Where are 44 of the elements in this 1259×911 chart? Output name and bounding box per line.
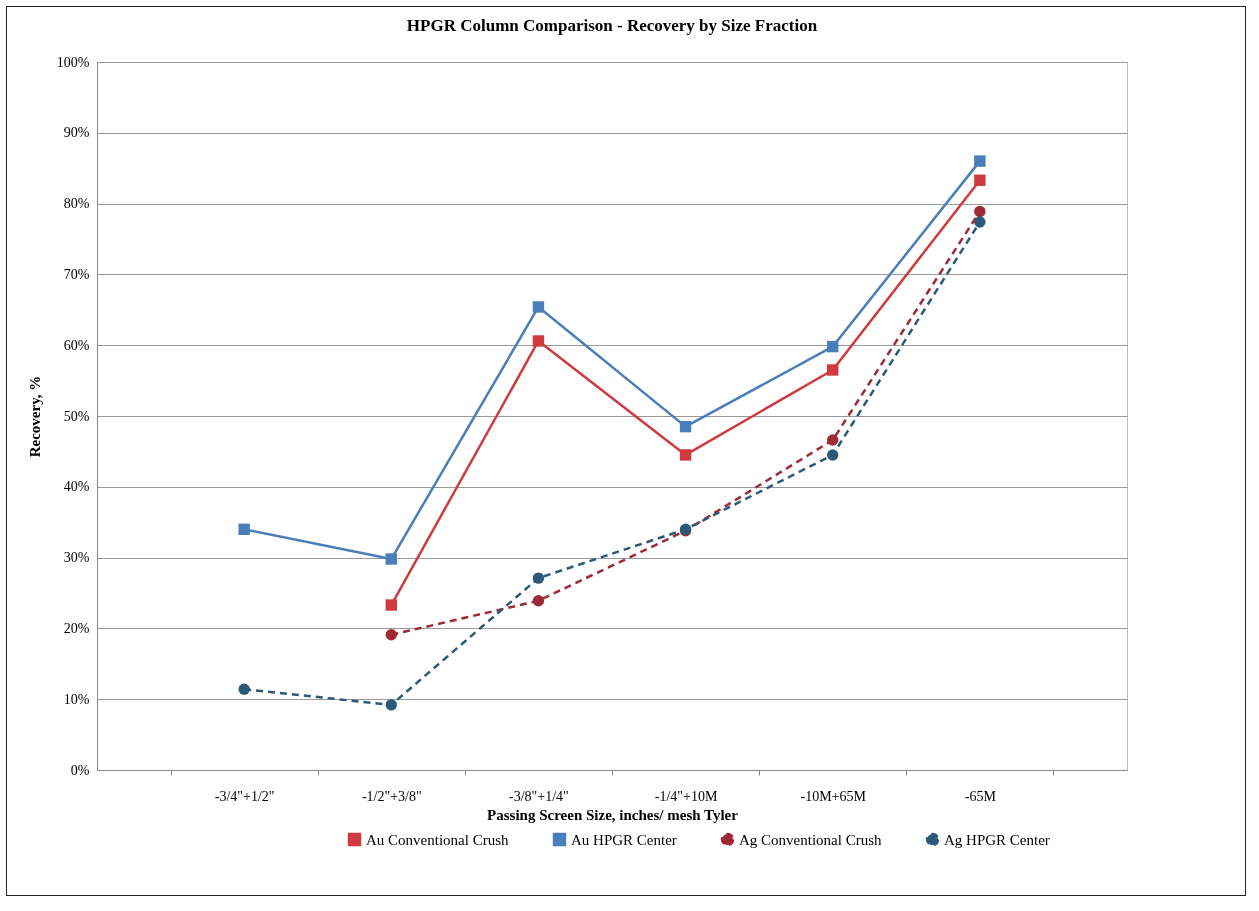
x-axis-title: Passing Screen Size, inches/ mesh Tyler	[487, 806, 739, 823]
point	[974, 205, 986, 218]
y-tick-label: 80%	[63, 196, 90, 212]
y-tick-label: 60%	[63, 337, 90, 353]
legend-label: Ag Conventional Crush	[739, 831, 882, 848]
point	[532, 595, 545, 607]
point	[827, 434, 839, 446]
legend-label: Au Conventional Crush	[366, 831, 509, 848]
y-tick-label: 70%	[63, 266, 90, 282]
point	[974, 216, 986, 228]
x-tick-label: -3/4"+1/2"	[214, 788, 275, 804]
y-tick-label: 10%	[63, 691, 90, 707]
y-tick-label: 90%	[63, 125, 90, 141]
chart-title: HPGR Column Comparison - Recovery by Size Fraction	[406, 16, 818, 35]
x-tick-label: -1/4"+10M	[654, 788, 718, 804]
point	[827, 449, 839, 461]
y-tick-label: 30%	[63, 550, 90, 566]
y-axis-title: Recovery, %	[26, 375, 43, 458]
point	[827, 340, 839, 353]
y-tick-label: 20%	[63, 620, 90, 636]
point	[679, 449, 692, 461]
point	[385, 553, 397, 565]
x-tick-label: -10M+65M	[800, 788, 867, 804]
point	[385, 699, 397, 711]
point	[827, 364, 839, 376]
point	[238, 523, 250, 535]
point	[385, 599, 397, 611]
point	[974, 174, 986, 186]
legend-label: Ag HPGR Center	[944, 831, 1050, 848]
y-tick-label: 50%	[63, 408, 90, 424]
point	[974, 155, 986, 167]
point	[238, 683, 250, 695]
y-tick-label: 40%	[63, 479, 90, 495]
legend-label: Au HPGR Center	[571, 831, 677, 848]
x-tick-label: -65M	[964, 788, 997, 804]
x-tick-label: -1/2"+3/8"	[361, 788, 422, 804]
point	[679, 420, 692, 433]
x-tick-label: -3/8"+1/4"	[509, 788, 569, 804]
point	[385, 629, 397, 641]
y-tick-label: 100%	[56, 54, 90, 70]
point	[532, 335, 545, 347]
point	[532, 301, 545, 313]
point	[532, 572, 545, 584]
y-tick-label: 0%	[70, 762, 90, 778]
